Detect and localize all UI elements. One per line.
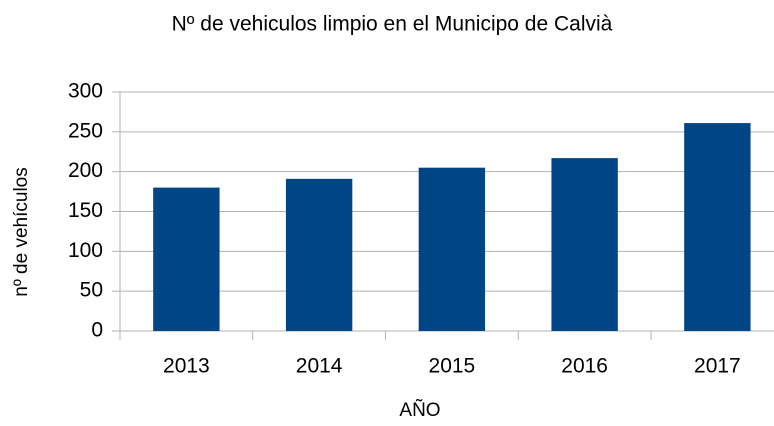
y-axis-label: nº de vehículos: [11, 167, 32, 296]
x-tick-label: 2015: [429, 355, 476, 378]
y-tick-label: 50: [80, 279, 103, 302]
bar: [551, 158, 618, 331]
x-tick-label: 2013: [163, 355, 210, 378]
x-tick-label: 2017: [694, 355, 741, 378]
bar: [418, 167, 486, 331]
bar: [285, 178, 353, 331]
x-tick-label: 2014: [296, 355, 343, 378]
y-tick-label: 200: [68, 159, 103, 182]
y-tick-label: 300: [68, 80, 103, 103]
y-tick-label: 250: [68, 119, 103, 142]
chart-title: Nº de vehiculos limpio en el Municipo de…: [172, 13, 613, 36]
x-tick-label: 2016: [561, 355, 608, 378]
y-tick-label: 0: [91, 319, 103, 342]
bar: [153, 187, 220, 331]
x-axis-label: AÑO: [399, 399, 440, 421]
y-tick-label: 150: [68, 199, 103, 222]
y-tick-label: 100: [68, 239, 103, 262]
bar: [684, 123, 751, 331]
